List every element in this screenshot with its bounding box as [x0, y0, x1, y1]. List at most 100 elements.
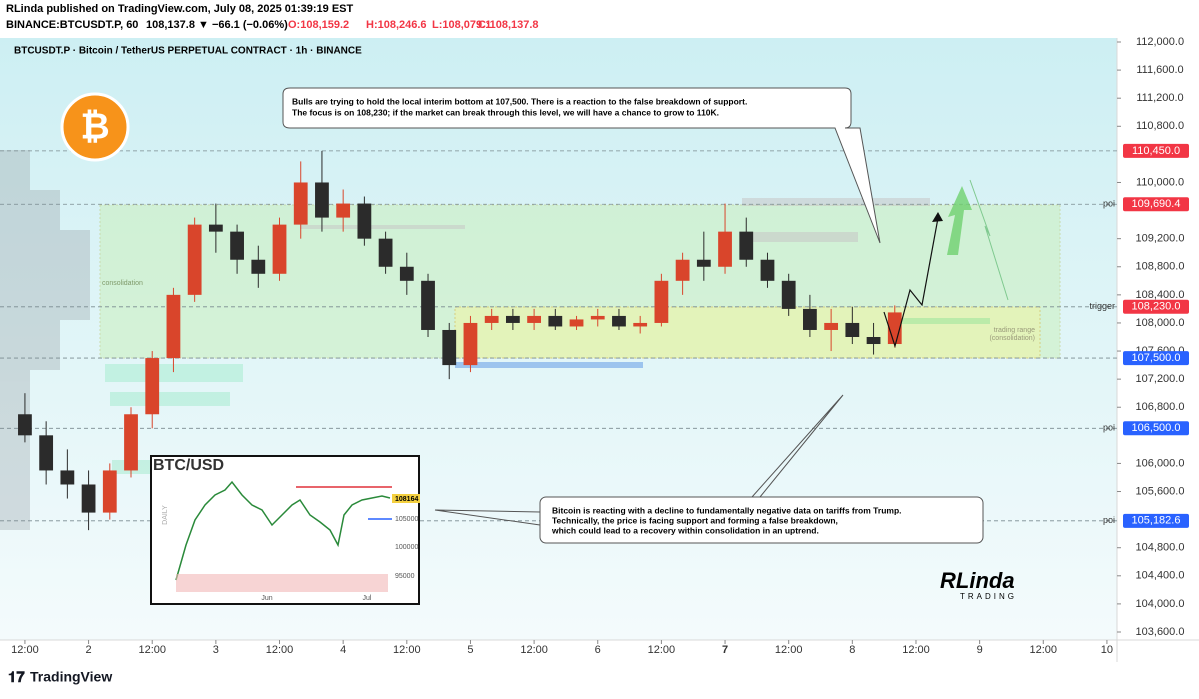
inset-price-tag [392, 494, 420, 503]
level-label: 110,450.0 [1132, 145, 1180, 157]
tv-logo: 𝟏𝟕 [8, 669, 25, 686]
volume-profile [0, 150, 90, 530]
green-arrow [947, 186, 972, 255]
footer-brand[interactable]: TradingView [30, 669, 112, 685]
symbol: BINANCE:BTCUSDT.P, 60 [6, 19, 138, 31]
y-tick-label: 106,000.0 [1136, 457, 1185, 469]
candle-body [463, 322, 478, 366]
y-tick-label: 108,000.0 [1136, 317, 1185, 329]
inset-month: Jun [261, 595, 272, 602]
candle-body [442, 329, 457, 366]
x-tick-label: 12:00 [902, 644, 930, 656]
footer [0, 662, 1199, 694]
candle-body [60, 470, 75, 485]
candle-body [187, 224, 202, 295]
x-tick-label: 5 [467, 644, 473, 656]
level-label: 105,182.6 [1132, 515, 1181, 527]
x-tick-label: 12:00 [11, 644, 39, 656]
candle-body [612, 315, 626, 327]
y-tick-label: 108,800.0 [1136, 261, 1185, 273]
candle-body [696, 259, 711, 267]
inset-title: BTC/USD [153, 457, 224, 474]
level-label: 108,230.0 [1132, 301, 1181, 313]
level-tag: trigger [1089, 301, 1115, 311]
level-label: 109,690.4 [1132, 198, 1181, 210]
y-tick-label: 112,000.0 [1136, 36, 1184, 48]
x-tick-label: 12:00 [648, 644, 676, 656]
x-tick-label: 12:00 [775, 644, 803, 656]
candle-body [18, 414, 32, 436]
y-tick-label: 108,400.0 [1136, 289, 1185, 301]
level-badge [1123, 299, 1189, 314]
level-tag: poi [1103, 515, 1115, 525]
candle-body [739, 231, 754, 260]
header-bar [0, 0, 1199, 38]
y-tick-label: 104,000.0 [1136, 598, 1185, 610]
author-logo: RLinda [940, 568, 1015, 593]
y-tick-label: 111,600.0 [1136, 64, 1183, 76]
annotation-line: Bitcoin is reacting with a decline to fu… [552, 505, 902, 515]
x-tick-label: 12:00 [138, 644, 166, 656]
y-tick-label: 110,800.0 [1136, 120, 1184, 132]
y-tick-label: 111,200.0 [1136, 92, 1183, 104]
y-tick-label: 104,400.0 [1136, 570, 1185, 582]
candle-body [124, 414, 138, 471]
annotation-line: Technically, the price is facing support… [552, 515, 838, 525]
price-axis [1117, 38, 1199, 640]
trading-range [454, 306, 1041, 359]
zone-label: consolidation [102, 280, 143, 287]
candle-body [166, 294, 181, 359]
candle-body [315, 182, 329, 218]
callout-pointer [751, 394, 844, 498]
author-sub: TRADING [960, 592, 1017, 601]
x-tick-label: 7 [722, 644, 728, 656]
inset-tick: 100000 [395, 544, 418, 551]
callout-pointer [434, 509, 541, 526]
y-tick-label: 106,800.0 [1136, 401, 1185, 413]
level-label: 107,500.0 [1132, 352, 1181, 364]
x-tick-label: 12:00 [1030, 644, 1058, 656]
y-tick-label: 109,200.0 [1136, 233, 1185, 245]
candle-body [866, 336, 881, 345]
x-tick-label: 12:00 [393, 644, 421, 656]
candle-body [527, 315, 541, 323]
candle-body [421, 280, 435, 330]
candle-body [760, 259, 775, 281]
candle-body [251, 259, 266, 274]
candle-body [399, 266, 414, 281]
zone-label: trading range [994, 327, 1035, 334]
candle-body [102, 470, 117, 513]
low: L:108,079.1 [432, 19, 491, 31]
candle-body [654, 280, 669, 323]
inset-price: 108164 [395, 496, 418, 503]
btc-symbol: ₿ [80, 106, 109, 147]
candle-body [548, 315, 563, 327]
y-tick-label: 105,600.0 [1136, 485, 1185, 497]
high: H:108,246.6 [366, 19, 427, 31]
x-tick-label: 6 [595, 644, 601, 656]
annotation-line: which could lead to a recovery within co… [551, 525, 819, 535]
level-badge [1123, 513, 1189, 528]
y-tick-label: 104,800.0 [1136, 542, 1185, 554]
candle-body [336, 203, 351, 218]
candle-body [230, 231, 244, 260]
chart-title: BTCUSDT.P · Bitcoin / TetherUS PERPETUAL… [14, 46, 362, 57]
time-axis [0, 640, 1199, 662]
change: ▼ −66.1 (−0.06%) [198, 19, 288, 31]
zone-label: (consolidation) [989, 335, 1035, 342]
level-tag: poi [1103, 423, 1115, 433]
projection-path [883, 217, 939, 349]
publisher: RLinda published on TradingView.com, Jul… [6, 3, 354, 15]
x-tick-label: 4 [340, 644, 346, 656]
candle-body [81, 484, 96, 513]
candle-body [272, 224, 287, 274]
level-badge [1123, 197, 1189, 212]
candle-body [293, 182, 308, 225]
level-badge [1123, 421, 1189, 436]
x-tick-label: 8 [849, 644, 855, 656]
last: 108,137.8 [146, 19, 195, 31]
inset-tick: 95000 [395, 573, 415, 580]
x-tick-label: 2 [86, 644, 92, 656]
inset-volume [176, 574, 388, 592]
